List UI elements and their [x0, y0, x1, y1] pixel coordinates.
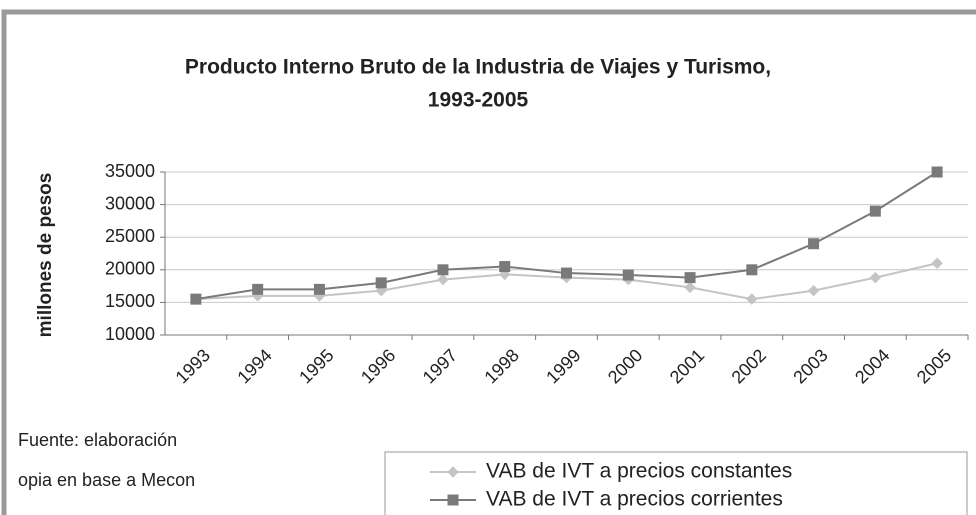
legend-label: VAB de IVT a precios corrientes	[486, 488, 783, 511]
point	[746, 293, 758, 305]
point	[931, 166, 943, 178]
legend-marker	[447, 466, 459, 478]
point	[499, 261, 511, 273]
x-tick-label: 2002	[728, 345, 770, 387]
point	[437, 264, 449, 276]
frame	[1, 9, 976, 515]
x-tick-label: 1998	[480, 345, 522, 387]
point	[746, 264, 758, 276]
point	[561, 267, 572, 279]
x-tick-label: 1999	[542, 345, 584, 387]
y-tick-label: 15000	[105, 291, 155, 311]
x-tick-label: 1995	[295, 345, 337, 387]
point	[437, 273, 449, 286]
y-tick-label: 10000	[105, 324, 155, 344]
y-tick-label: 25000	[105, 226, 155, 246]
chart-subtitle: 1993-2005	[428, 89, 529, 112]
y-axis-label: millones de pesos	[35, 173, 56, 338]
source: opia en base a Mecon	[18, 470, 195, 490]
x-tick-label: 1993	[172, 345, 214, 387]
chart-title: Producto Interno Bruto de la Industria d…	[185, 56, 771, 79]
x-tick-label: 1997	[419, 345, 461, 387]
x-tick-label: 1996	[357, 345, 399, 387]
y-tick-label: 35000	[105, 161, 155, 181]
point	[931, 257, 943, 269]
legend-marker	[447, 494, 459, 506]
x-tick-label: 1994	[233, 345, 275, 387]
x-tick-label: 2005	[913, 345, 955, 387]
point	[313, 283, 325, 295]
x-tick-label: 2000	[604, 345, 646, 387]
point	[684, 281, 696, 294]
point	[807, 284, 820, 297]
plot-area	[165, 172, 968, 335]
source: Fuente: elaboración	[18, 430, 177, 450]
point	[375, 277, 387, 289]
x-tick-label: 2004	[851, 345, 893, 387]
legend-box	[384, 451, 968, 515]
y-tick-label: 20000	[105, 259, 155, 279]
y-tick-label: 30000	[105, 193, 155, 213]
point	[622, 269, 634, 281]
point	[190, 293, 202, 305]
point	[869, 205, 881, 217]
legend-label: VAB de IVT a precios constantes	[486, 460, 792, 483]
point	[684, 272, 696, 284]
point	[252, 283, 264, 295]
x-tick-label: 2003	[789, 345, 831, 387]
point	[808, 238, 820, 250]
point	[869, 271, 882, 284]
x-tick-label: 2001	[666, 345, 708, 387]
